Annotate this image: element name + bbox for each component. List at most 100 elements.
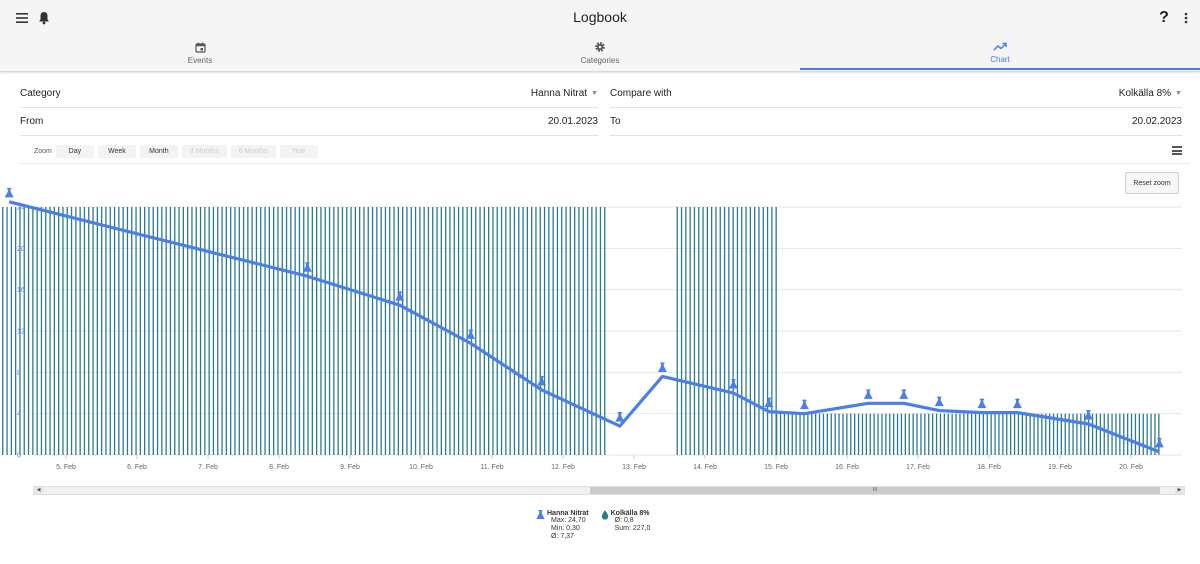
zoom-6-months-button: 6 Months — [230, 144, 276, 158]
chart-menu-icon[interactable] — [1172, 146, 1182, 155]
kolkalla-bar — [62, 207, 64, 455]
app-title: Logbook — [573, 9, 627, 25]
kolkalla-bar — [234, 207, 236, 455]
kolkalla-bar — [187, 207, 189, 455]
kolkalla-bar — [1146, 413, 1148, 455]
flask-marker-icon — [537, 375, 547, 386]
kolkalla-bar — [775, 207, 777, 455]
kolkalla-bar — [457, 207, 460, 455]
kolkalla-bar — [893, 413, 895, 455]
help-button[interactable]: ? — [1159, 9, 1169, 26]
kolkalla-bar — [1107, 413, 1109, 455]
kolkalla-bar — [303, 207, 305, 455]
kolkalla-bar — [924, 413, 926, 455]
kolkalla-bar — [1076, 413, 1078, 455]
zoom-day-button[interactable]: Day — [55, 144, 94, 158]
kolkalla-bar — [591, 207, 593, 455]
kolkalla-bar — [109, 207, 111, 455]
legend-item-hanna-nitrat[interactable]: Hanna Nitrat Max: 24,70 Min: 0,30 Ø: 7,3… — [536, 510, 589, 541]
flask-marker-body — [799, 401, 809, 410]
zoom-month-button[interactable]: Month — [139, 144, 178, 158]
kolkalla-bar — [518, 207, 520, 455]
kolkalla-bar — [522, 207, 524, 455]
flask-marker-icon — [799, 399, 809, 410]
kolkalla-bar — [118, 207, 120, 455]
x-tick-label: 11. Feb — [480, 464, 503, 471]
kolkalla-bar — [935, 413, 938, 455]
hamburger-menu-icon[interactable] — [10, 6, 34, 30]
kolkalla-bar — [1095, 413, 1098, 455]
to-row[interactable]: To 20.02.2023 — [610, 108, 1182, 136]
kolkalla-bar — [916, 413, 918, 455]
zoom-year-button: Year — [279, 144, 318, 158]
compare-select[interactable]: Kolkälla 8% ▼ — [1119, 88, 1182, 99]
tab-events[interactable]: Events — [0, 36, 400, 70]
scroll-left-icon[interactable]: ◀ — [34, 487, 43, 494]
compare-row[interactable]: Compare with Kolkälla 8% ▼ — [610, 80, 1182, 108]
x-tick-label: 6. Feb — [127, 464, 147, 471]
category-row[interactable]: Category Hanna Nitrat ▼ — [20, 80, 598, 108]
flask-marker-icon — [977, 398, 987, 409]
kolkalla-bar — [328, 207, 331, 455]
legend-item-kolkalla[interactable]: Kolkälla 8% Ø: 0,8 Sum: 227,0 — [601, 510, 650, 541]
line-markers — [4, 187, 1164, 448]
kolkalla-bar — [1037, 413, 1039, 455]
flask-marker-body — [899, 390, 909, 399]
bell-icon[interactable] — [32, 6, 56, 30]
kolkalla-bar — [432, 207, 434, 455]
tab-categories[interactable]: Categories — [400, 36, 800, 70]
chart-scrollbar[interactable]: ◀ III ▶ — [33, 486, 1185, 495]
flask-marker-icon — [466, 329, 476, 339]
kolkalla-bar — [144, 207, 146, 455]
flask-marker-body — [466, 330, 476, 339]
kolkalla-bar — [803, 413, 805, 455]
kolkalla-bar — [846, 413, 848, 455]
category-select[interactable]: Hanna Nitrat ▼ — [531, 88, 598, 99]
kolkalla-bar — [333, 207, 335, 455]
kolkalla-bar — [822, 413, 825, 455]
kolkalla-bar — [982, 413, 984, 455]
from-row[interactable]: From 20.01.2023 — [20, 108, 598, 136]
from-date-field[interactable]: 20.01.2023 — [547, 116, 598, 127]
more-vert-icon[interactable] — [1174, 6, 1198, 30]
kolkalla-bar — [967, 413, 969, 455]
kolkalla-bar — [758, 207, 760, 455]
flask-marker-body — [764, 399, 774, 408]
flask-icon — [536, 510, 545, 519]
flask-marker-body — [4, 189, 14, 198]
kolkalla-bar — [1123, 413, 1125, 455]
kolkalla-bar — [896, 413, 899, 455]
kolkalla-bar — [182, 207, 184, 455]
flask-marker-cap — [7, 187, 12, 190]
scrollbar-thumb[interactable]: III — [590, 487, 1160, 494]
kolkalla-bar — [754, 207, 756, 455]
scroll-right-icon[interactable]: ▶ — [1175, 487, 1184, 494]
kolkalla-bar — [337, 207, 339, 455]
kolkalla-bar — [509, 207, 511, 455]
zoom-week-button[interactable]: Week — [97, 144, 136, 158]
legend-stat: Ø: 0,8 — [614, 517, 634, 524]
kolkalla-bar — [565, 207, 567, 455]
tab-chart[interactable]: Chart — [800, 36, 1200, 70]
kolkalla-bar — [1041, 413, 1043, 455]
kolkalla-bar — [715, 207, 717, 455]
kolkalla-bar — [1033, 413, 1035, 455]
kolkalla-bar — [350, 207, 352, 455]
kolkalla-bar — [776, 413, 778, 455]
kolkalla-bar — [341, 207, 344, 455]
reset-zoom-button[interactable]: Reset zoom — [1125, 172, 1179, 194]
kolkalla-bar — [900, 413, 903, 455]
to-date-field[interactable]: 20.02.2023 — [1131, 116, 1182, 127]
kolkalla-bar — [316, 207, 318, 455]
kolkalla-bar — [826, 413, 828, 455]
kolkalla-bar — [505, 207, 507, 455]
kolkalla-bar — [1091, 413, 1094, 455]
kolkalla-bar — [2, 207, 4, 455]
kolkalla-bar — [762, 207, 764, 455]
kolkalla-bar — [53, 207, 55, 455]
x-tick-label: 10. Feb — [409, 464, 433, 471]
kolkalla-bar — [711, 207, 713, 455]
kolkalla-bar — [728, 207, 730, 455]
kolkalla-bar — [595, 207, 597, 455]
kolkalla-bar — [771, 207, 773, 455]
